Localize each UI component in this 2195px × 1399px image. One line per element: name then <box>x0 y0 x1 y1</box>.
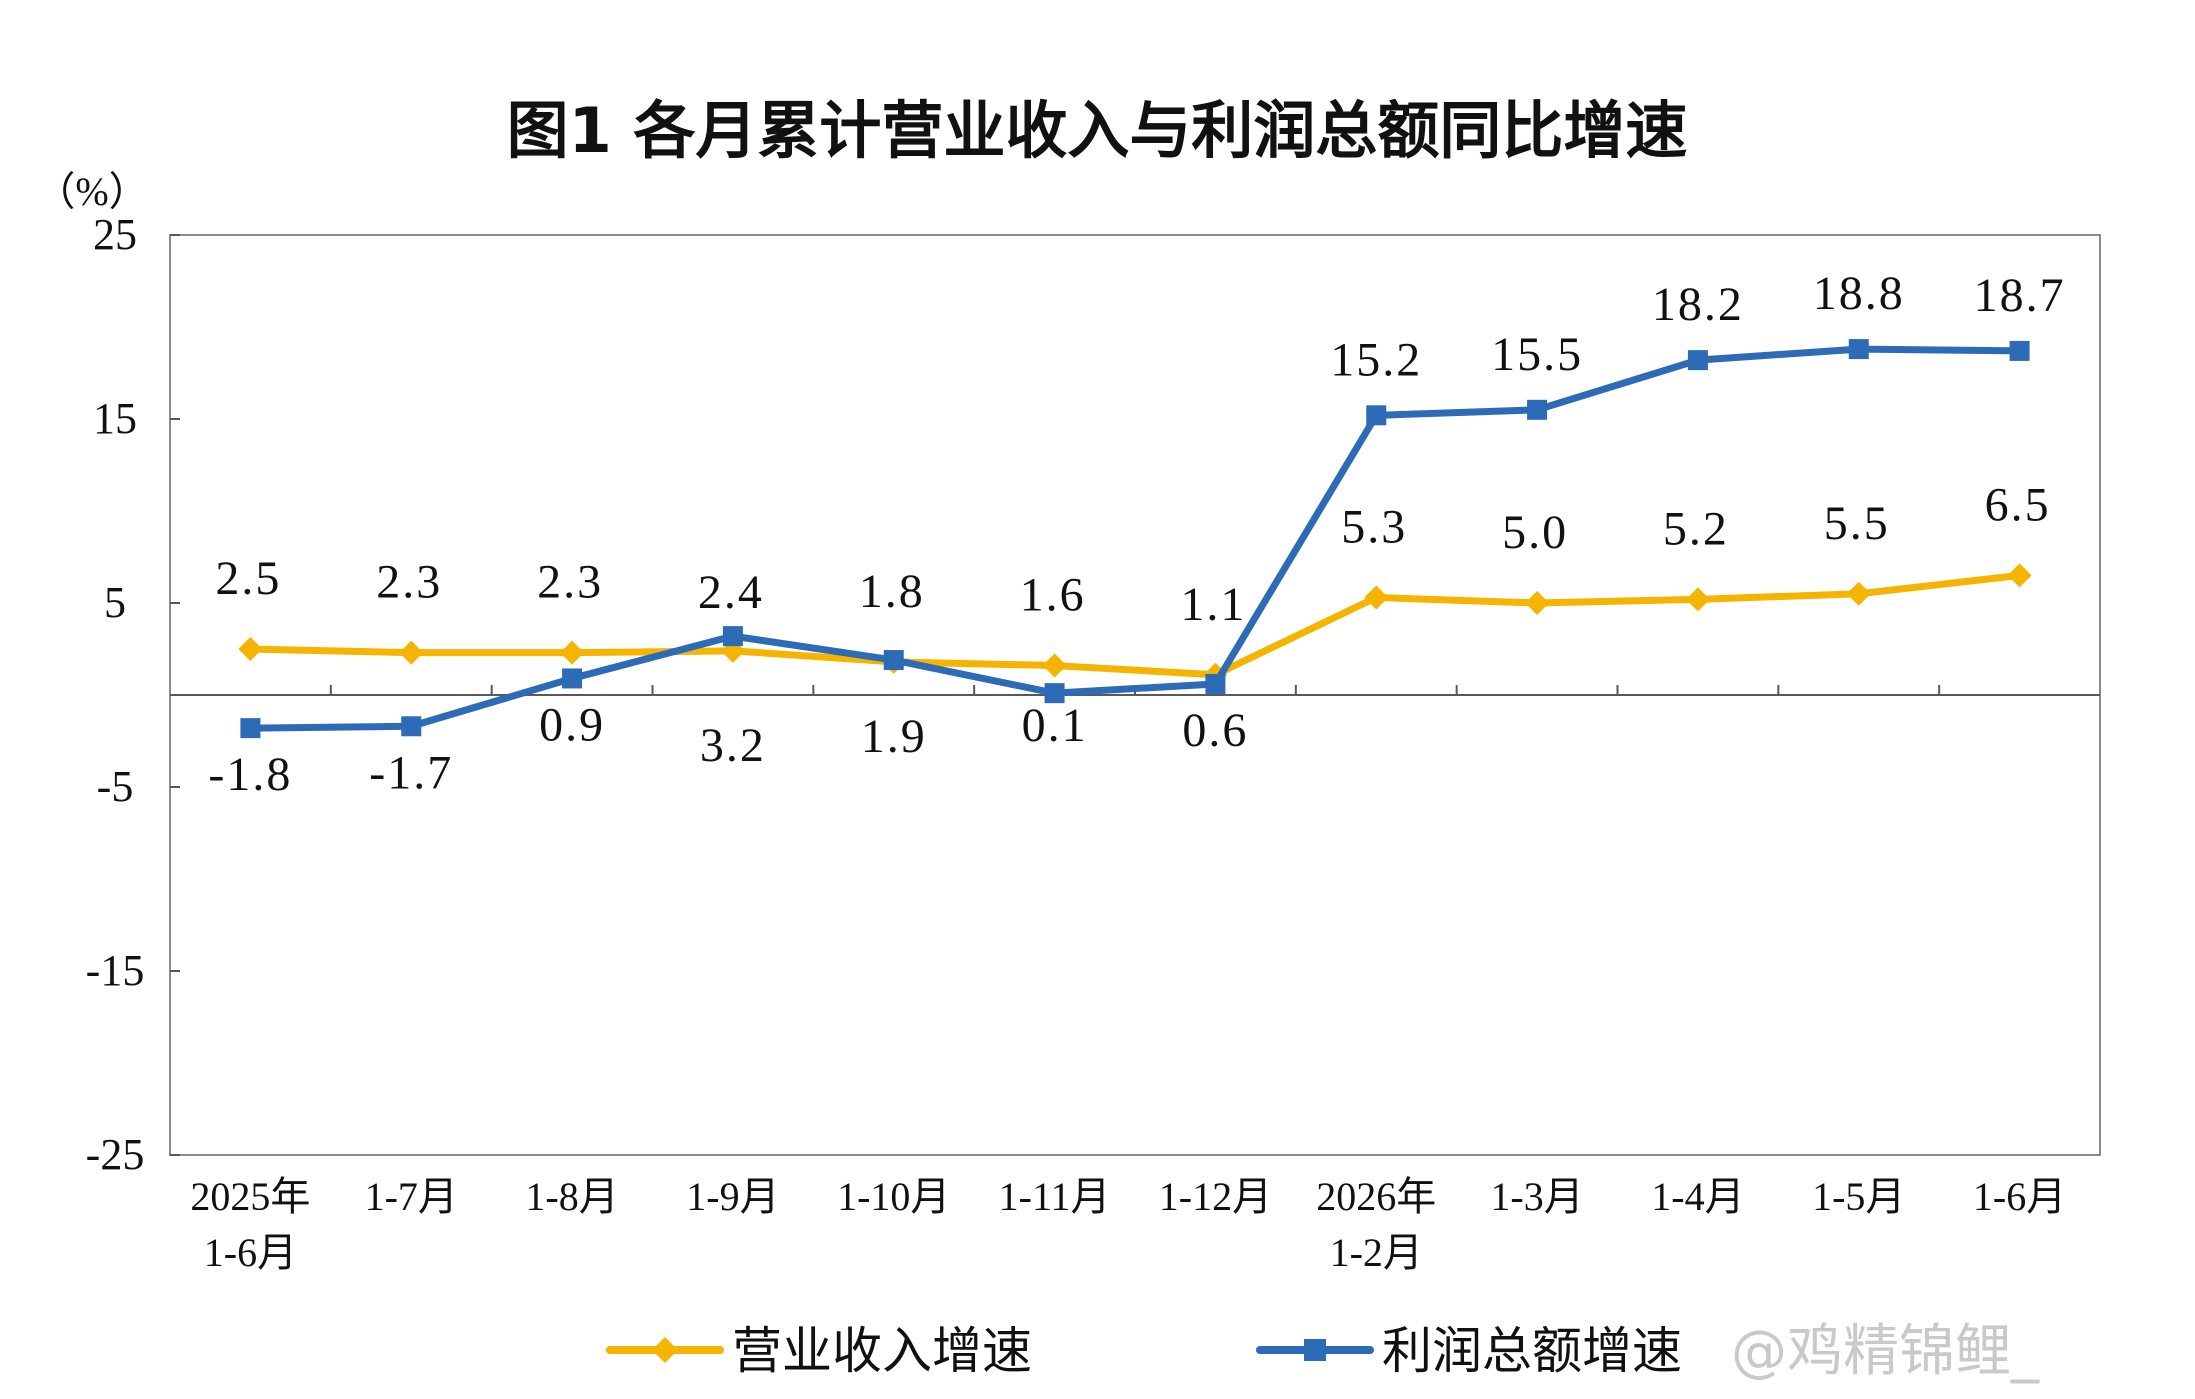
revenue-point <box>1525 591 1550 615</box>
revenue-data-label: 5.2 <box>1663 502 1729 555</box>
revenue-data-label: 1.8 <box>859 565 925 618</box>
x-tick-label: 1-9月 <box>686 1174 779 1219</box>
axes-layer: 25 15 5 -5 -15 -25 2025年 1-6月 1-7月 1-8月 1-9月 1-10月 1… <box>86 210 2100 1275</box>
y-tick-label: -15 <box>86 946 145 995</box>
x-tick-label: 2025年 1-6月 <box>190 1174 310 1275</box>
profit-point <box>1687 350 1708 371</box>
profit-point <box>883 650 904 671</box>
profit-point <box>1044 683 1065 704</box>
revenue-point <box>1685 587 1710 612</box>
profit-legend-label: 利润总额增速 <box>1382 1322 1682 1380</box>
profit-data-label: 18.7 <box>1974 269 2066 322</box>
revenue-data-label: 5.5 <box>1824 497 1890 550</box>
profit-point <box>722 626 743 647</box>
profit-data-label: 3.2 <box>700 719 766 772</box>
profit-data-label: 18.8 <box>1813 267 1905 320</box>
profit-data-label: 15.5 <box>1491 328 1583 381</box>
y-axis-unit: （%） <box>35 169 148 214</box>
revenue-data-label: 5.0 <box>1502 506 1568 559</box>
revenue-data-label: 2.5 <box>215 552 281 605</box>
revenue-point <box>1042 653 1067 678</box>
revenue-data-label: 2.4 <box>698 566 764 619</box>
revenue-point <box>238 637 263 661</box>
profit-point <box>1848 339 1869 360</box>
profit-data-label: 1.9 <box>861 710 927 763</box>
x-tick-label: 1-8月 <box>525 1174 618 1219</box>
profit-data-label: 0.1 <box>1022 699 1088 752</box>
y-tick-label: 5 <box>104 578 126 627</box>
revenue-data-label: 1.6 <box>1020 569 1086 622</box>
legend: 营业收入增速 利润总额增速 <box>606 1322 1682 1380</box>
profit-point <box>2009 340 2030 361</box>
x-tick-label: 1-6月 <box>1973 1174 2066 1219</box>
x-tick-label: 1-12月 <box>1159 1174 1272 1219</box>
x-tick-label: 1-7月 <box>365 1174 458 1219</box>
x-tick-label: 1-4月 <box>1651 1174 1744 1219</box>
revenue-point <box>2007 563 2032 588</box>
x-tick-label: 1-10月 <box>837 1174 950 1219</box>
profit-data-label: 0.9 <box>539 698 605 751</box>
x-tick-label: 1-3月 <box>1490 1174 1583 1219</box>
revenue-series-line <box>246 571 2024 679</box>
profit-point <box>240 718 261 739</box>
revenue-legend-marker <box>652 1337 678 1363</box>
watermark-text: @鸡精锦鲤_ <box>1731 1319 2040 1384</box>
revenue-data-label: 1.1 <box>1180 578 1246 631</box>
profit-data-label: 15.2 <box>1330 333 1422 386</box>
revenue-data-label: 6.5 <box>1985 478 2051 531</box>
revenue-data-label: 2.3 <box>376 556 442 609</box>
profit-legend-marker <box>1304 1339 1326 1361</box>
profit-data-label: 0.6 <box>1182 704 1248 757</box>
revenue-point <box>1846 581 1871 606</box>
y-tick-label: -25 <box>86 1130 145 1179</box>
lines-layer <box>238 339 2032 739</box>
profit-data-label: -1.7 <box>369 746 453 799</box>
profit-point <box>1205 673 1226 694</box>
chart-title: 图1 各月累计营业收入与利润总额同比增速 <box>507 94 1688 167</box>
revenue-data-label: 5.3 <box>1341 500 1407 553</box>
profit-series-line <box>246 345 2024 732</box>
profit-point <box>1527 399 1548 420</box>
revenue-legend-label: 营业收入增速 <box>732 1322 1032 1380</box>
profit-point <box>1366 405 1387 426</box>
x-tick-label: 1-11月 <box>999 1174 1111 1219</box>
revenue-data-label: 2.3 <box>537 556 603 609</box>
x-tick-label: 1-5月 <box>1812 1174 1905 1219</box>
y-tick-label: 25 <box>93 210 137 259</box>
profit-point <box>562 668 583 689</box>
profit-data-label: 18.2 <box>1652 278 1744 331</box>
revenue-point <box>560 640 585 665</box>
profit-point <box>401 716 422 737</box>
y-tick-label: -5 <box>97 762 134 811</box>
data-labels-layer: 2.5 2.3 2.3 2.4 1.8 1.6 1.1 5.3 5.0 5.2 5.5 6.5 -1.8… <box>208 267 2066 801</box>
profit-data-label: -1.8 <box>208 748 292 801</box>
revenue-point <box>399 640 424 665</box>
y-tick-label: 15 <box>93 394 137 443</box>
x-tick-label: 2026年 1-2月 <box>1316 1174 1436 1275</box>
revenue-point <box>1364 585 1389 610</box>
